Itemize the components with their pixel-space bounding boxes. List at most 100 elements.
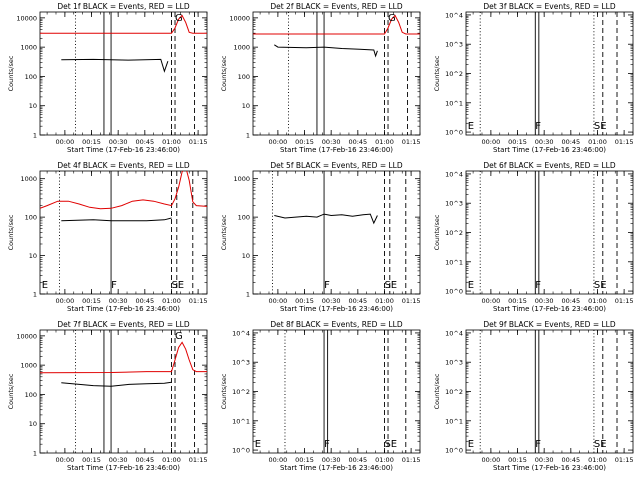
x-tick-label: 00:00 bbox=[56, 456, 75, 464]
y-tick-label: 10^3 bbox=[445, 200, 463, 208]
x-tick-label: 00:15 bbox=[82, 297, 101, 305]
x-tick-label: 00:30 bbox=[322, 297, 341, 305]
x-tick-label: 01:15 bbox=[189, 456, 208, 464]
interval-marker: SE bbox=[171, 280, 184, 291]
y-tick-label: 10 bbox=[29, 102, 37, 110]
interval-marker: E bbox=[468, 280, 474, 291]
y-tick-label: 10^1 bbox=[445, 258, 463, 266]
x-tick-label: 00:15 bbox=[82, 138, 101, 146]
panel-title: Det 1f BLACK = Events, RED = LLD bbox=[57, 2, 190, 11]
events-series-line bbox=[274, 213, 378, 225]
y-tick-label: 10^3 bbox=[232, 359, 250, 367]
y-tick-label: 100 bbox=[25, 391, 37, 399]
interval-marker: E bbox=[42, 280, 48, 291]
x-axis-label: Start Time (17-Feb-16 23:46:00) bbox=[280, 464, 393, 472]
x-tick-label: 01:00 bbox=[162, 138, 181, 146]
interval-marker: SE bbox=[384, 439, 397, 450]
y-tick-label: 10 bbox=[242, 252, 250, 260]
y-tick-label: 10^2 bbox=[445, 229, 463, 237]
interval-marker: F bbox=[535, 439, 541, 450]
interval-marker: E bbox=[468, 121, 474, 132]
panel-title: Det 8f BLACK = Events, RED = LLD bbox=[270, 320, 403, 329]
plot-frame bbox=[39, 11, 208, 136]
y-tick-label: 10^1 bbox=[445, 417, 463, 425]
y-tick-label: 1 bbox=[33, 450, 37, 458]
interval-marker: F bbox=[324, 439, 330, 450]
x-axis: 00:00 00:15 00:30 00:45 01:00 01:15 bbox=[472, 330, 633, 464]
x-tick-label: 00:15 bbox=[82, 456, 101, 464]
x-tick-label: 00:30 bbox=[535, 297, 554, 305]
x-axis-label: Start Time (17-Feb-16 23:46:00) bbox=[280, 305, 393, 313]
event-lines bbox=[479, 330, 618, 453]
x-tick-label: 01:15 bbox=[189, 297, 208, 305]
y-axis-label: Counts/sec bbox=[7, 214, 15, 250]
x-tick-label: 00:15 bbox=[508, 138, 527, 146]
y-axis-label: Counts/sec bbox=[7, 55, 15, 91]
x-tick-label: 01:00 bbox=[162, 456, 181, 464]
x-tick-label: 00:00 bbox=[482, 297, 501, 305]
y-axis: 1 10 100 1000 10000 bbox=[229, 14, 420, 140]
x-tick-label: 01:00 bbox=[375, 138, 394, 146]
y-axis-label: Counts/sec bbox=[433, 214, 441, 250]
y-tick-label: 10 bbox=[242, 102, 250, 110]
x-axis-label: Start Time (17-Feb-16 23:46:00) bbox=[67, 146, 180, 154]
y-tick-label: 10000 bbox=[16, 332, 37, 340]
x-axis-label: Start Time (17-Feb-16 23:46:00) bbox=[67, 464, 180, 472]
x-axis: 00:00 00:15 00:30 00:45 01:00 01:15 bbox=[46, 12, 207, 146]
x-tick-label: 00:15 bbox=[508, 297, 527, 305]
y-tick-label: 10000 bbox=[16, 14, 37, 22]
y-tick-label: 1 bbox=[33, 132, 37, 140]
x-tick-label: 00:45 bbox=[135, 297, 154, 305]
plot-frame bbox=[39, 329, 208, 454]
x-tick-label: 00:30 bbox=[109, 138, 128, 146]
y-axis-label: Counts/sec bbox=[220, 373, 228, 409]
x-tick-label: 00:15 bbox=[508, 456, 527, 464]
x-axis: 00:00 00:15 00:30 00:45 01:00 01:15 bbox=[259, 12, 421, 146]
x-tick-label: 00:30 bbox=[535, 456, 554, 464]
y-axis: 1 10 100 1000 10000 bbox=[16, 14, 207, 140]
interval-marker: F bbox=[324, 280, 330, 291]
detector-panel-9: Det 9f BLACK = Events, RED = LLD 10^0 10^1… bbox=[433, 320, 633, 472]
x-axis: 00:00 00:15 00:30 00:45 01:00 01:15 bbox=[46, 330, 208, 464]
x-tick-label: 00:15 bbox=[295, 456, 314, 464]
x-tick-label: 00:00 bbox=[56, 297, 75, 305]
panel-title: Det 6f BLACK = Events, RED = LLD bbox=[483, 161, 616, 170]
x-tick-label: 00:45 bbox=[348, 297, 367, 305]
event-lines bbox=[272, 171, 407, 294]
y-tick-label: 10^2 bbox=[445, 70, 463, 78]
y-tick-label: 1 bbox=[246, 132, 250, 140]
lld-series-line bbox=[253, 14, 420, 35]
events-series-line bbox=[61, 58, 169, 73]
x-tick-label: 00:45 bbox=[348, 456, 367, 464]
y-tick-label: 100 bbox=[238, 73, 250, 81]
y-tick-label: 10^4 bbox=[445, 11, 463, 19]
y-tick-label: 10 bbox=[29, 420, 37, 428]
y-tick-label: 10^3 bbox=[445, 359, 463, 367]
interval-marker: SE bbox=[594, 280, 607, 291]
x-tick-label: 01:15 bbox=[402, 138, 421, 146]
events-series-line bbox=[61, 217, 172, 222]
x-tick-label: 00:30 bbox=[322, 456, 341, 464]
x-tick-label: 00:00 bbox=[482, 456, 501, 464]
x-tick-label: 00:00 bbox=[269, 297, 288, 305]
y-tick-label: 10 bbox=[29, 252, 37, 260]
interval-marker: E bbox=[468, 439, 474, 450]
event-lines bbox=[479, 12, 618, 135]
x-axis-label: Start Time (17-Feb-16 23:46:00) bbox=[493, 146, 606, 154]
y-axis-label: Counts/sec bbox=[7, 373, 15, 409]
y-tick-label: 10^0 bbox=[445, 129, 463, 137]
x-axis-label: Start Time (17-Feb-16 23:46:00) bbox=[280, 146, 393, 154]
detector-panel-2: Det 2f BLACK = Events, RED = LLD 1 10 100 10… bbox=[220, 2, 420, 154]
x-tick-label: 00:15 bbox=[295, 138, 314, 146]
detector-panel-3: Det 3f BLACK = Events, RED = LLD 10^0 10^1… bbox=[433, 2, 633, 154]
x-tick-label: 00:45 bbox=[135, 138, 154, 146]
event-lines bbox=[284, 330, 407, 453]
y-axis-label: Counts/sec bbox=[433, 373, 441, 409]
x-tick-label: 00:45 bbox=[135, 456, 154, 464]
interval-marker: SE bbox=[594, 121, 607, 132]
detector-panel-7: Det 7f BLACK = Events, RED = LLD 1 10 100 10… bbox=[7, 320, 207, 472]
events-series-line bbox=[274, 44, 378, 58]
y-tick-label: 10^0 bbox=[232, 447, 250, 455]
y-tick-label: 10^1 bbox=[232, 417, 250, 425]
